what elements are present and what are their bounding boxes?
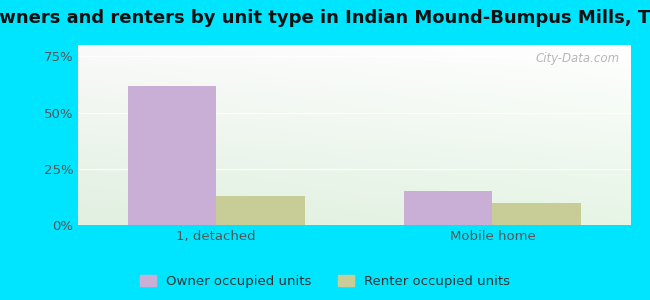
Legend: Owner occupied units, Renter occupied units: Owner occupied units, Renter occupied un… [135, 270, 515, 293]
Bar [493, 202, 581, 225]
Text: Owners and renters by unit type in Indian Mound-Bumpus Mills, TN: Owners and renters by unit type in India… [0, 9, 650, 27]
Bar [216, 196, 304, 225]
Text: City-Data.com: City-Data.com [536, 52, 619, 65]
Bar [127, 85, 216, 225]
Bar [404, 191, 493, 225]
